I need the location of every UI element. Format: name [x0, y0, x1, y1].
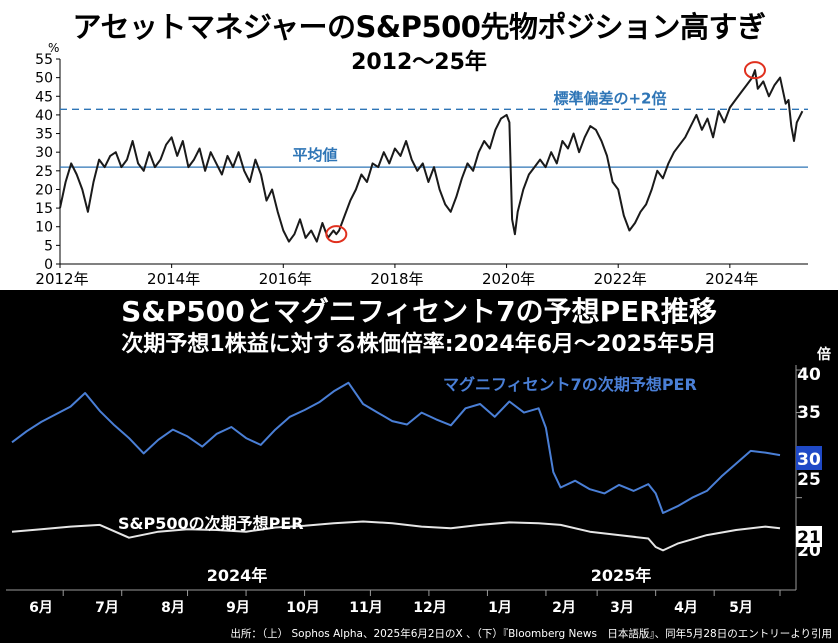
x-tick-label: 2012年 — [35, 270, 88, 288]
y-tick-label: 40 — [797, 365, 821, 385]
y-tick-label: 55 — [35, 52, 53, 68]
month-label: 10月 — [286, 600, 319, 616]
reference-line-label: 標準偏差の+2倍 — [553, 89, 666, 107]
highlight-circle — [325, 225, 348, 244]
month-label: 3月 — [610, 600, 634, 616]
source-note: 出所：（上） Sophos Alpha、2025年6月2日のX 、（下）『Blo… — [230, 628, 832, 640]
sp500-end-badge — [796, 526, 822, 547]
y-tick-label: 5 — [44, 238, 53, 254]
month-label: 11月 — [349, 600, 382, 616]
x-tick-label: 2022年 — [594, 270, 647, 288]
y-unit-label: 倍 — [817, 346, 831, 363]
y-tick-label: 40 — [35, 108, 53, 124]
y-tick-label: 45 — [35, 89, 53, 105]
x-tick-label: 2018年 — [370, 270, 423, 288]
x-tick-label: 2024年 — [705, 270, 758, 288]
month-label: 12月 — [413, 600, 446, 616]
month-label: 6月 — [29, 600, 53, 616]
month-label: 2月 — [552, 600, 576, 616]
y-tick-label: 10 — [35, 220, 53, 236]
y-tick-label: 30 — [35, 145, 53, 161]
month-label: 9月 — [226, 600, 250, 616]
y-tick-label: 50 — [35, 71, 53, 87]
mag7-series-name: マグニフィセント7の次期予想PER — [443, 375, 697, 394]
bottom-chart-panel — [0, 290, 838, 643]
top-chart-title: アセットマネジャーのS&P500先物ポジション高すぎ — [72, 10, 766, 44]
month-label: 1月 — [488, 600, 512, 616]
bottom-chart-subtitle: 次期予想1株益に対する株価倍率:2024年6月～2025年5月 — [121, 332, 717, 357]
y-tick-label: 25 — [797, 470, 821, 490]
top-chart-subtitle: 2012～25年 — [351, 50, 487, 75]
mag7-end-badge — [796, 446, 822, 470]
month-label: 5月 — [729, 600, 753, 616]
sp500-series-name: S&P500の次期予想PER — [118, 514, 304, 533]
top-chart-panel — [0, 0, 838, 290]
positioning-series-line — [59, 69, 804, 243]
x-tick-label: 2016年 — [259, 270, 312, 288]
reference-line-label: 平均値 — [292, 146, 337, 164]
sp500-series-line — [11, 520, 781, 552]
x-tick-label: 2020年 — [482, 270, 535, 288]
y-unit-label: % — [48, 41, 59, 55]
y-tick-label: 15 — [35, 201, 53, 217]
y-tick-label: 20 — [35, 182, 53, 198]
mag7-series-line — [11, 381, 781, 514]
top-line-chart: 0 5 10 15 20 25 30 35 40 45 50 55% 2012年 2014年 2016年 20… — [35, 41, 808, 288]
year-label: 2024年 — [207, 566, 268, 585]
x-tick-label: 2014年 — [147, 270, 200, 288]
sp500-end-value: 21 — [797, 528, 821, 548]
year-label: 2025年 — [591, 566, 652, 585]
y-tick-label: 0 — [44, 257, 53, 273]
month-label: 7月 — [95, 600, 119, 616]
bottom-chart-title: S&P500とマグニフィセント7の予想PER推移 — [121, 295, 717, 328]
highlight-circle — [743, 61, 766, 80]
y-tick-label: 35 — [797, 403, 821, 423]
month-label: 4月 — [674, 600, 698, 616]
mag7-end-value: 30 — [797, 450, 821, 470]
y-tick-label: 35 — [35, 127, 53, 143]
y-tick-label: 25 — [35, 164, 53, 180]
month-label: 8月 — [161, 600, 185, 616]
